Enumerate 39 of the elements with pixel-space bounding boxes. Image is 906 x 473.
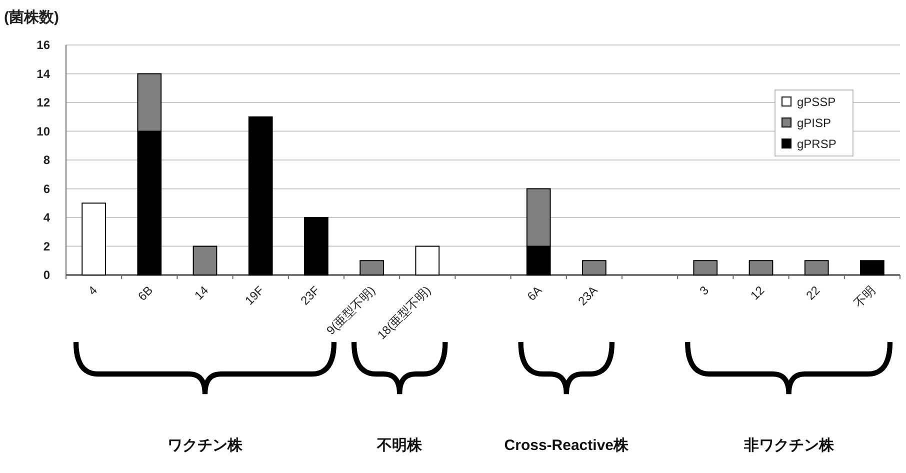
legend-label: gPSSP — [797, 95, 836, 109]
x-tick-label: 14 — [192, 283, 212, 303]
text: Cross-Reactive株 — [504, 437, 630, 454]
text: 不明株 — [376, 437, 424, 454]
bar — [360, 260, 384, 276]
bar — [304, 217, 328, 276]
bar — [860, 260, 884, 276]
x-tick-label: 19F — [242, 283, 267, 308]
bar — [693, 260, 718, 276]
x-tick-label: 6B — [135, 283, 156, 304]
x-tick-label: 不明 — [851, 283, 878, 310]
y-tick-label: 16 — [36, 38, 50, 52]
x-tick-label: 4 — [85, 283, 100, 298]
x-tick-label: 22 — [803, 283, 823, 303]
y-axis-title: (菌株数) — [4, 9, 59, 26]
y-tick-label: 14 — [36, 66, 50, 81]
y-tick-label: 0 — [43, 268, 50, 282]
x-tick-label: 23F — [298, 283, 322, 308]
text: 非ワクチン株 — [742, 437, 835, 454]
y-tick-label: 8 — [43, 153, 50, 167]
bar — [192, 246, 218, 276]
x-tick-label: 6A — [524, 283, 545, 304]
legend-label: gPRSP — [797, 137, 836, 151]
y-tick-label: 4 — [43, 210, 50, 224]
bar — [748, 260, 774, 276]
y-tick-label: 12 — [36, 96, 50, 110]
bar — [248, 116, 273, 276]
bar — [804, 260, 829, 276]
bar — [582, 260, 606, 276]
text: ワクチン株 — [168, 437, 244, 454]
y-tick-label: 2 — [43, 239, 50, 254]
bar — [82, 202, 106, 276]
y-tick-label: 6 — [43, 182, 50, 196]
x-tick-label: 12 — [748, 283, 768, 303]
bar — [415, 246, 440, 276]
y-tick-label: 10 — [36, 124, 50, 138]
x-tick-label: 23A — [575, 283, 600, 308]
x-tick-label: 3 — [696, 283, 712, 298]
legend-label: gPISP — [797, 116, 832, 130]
